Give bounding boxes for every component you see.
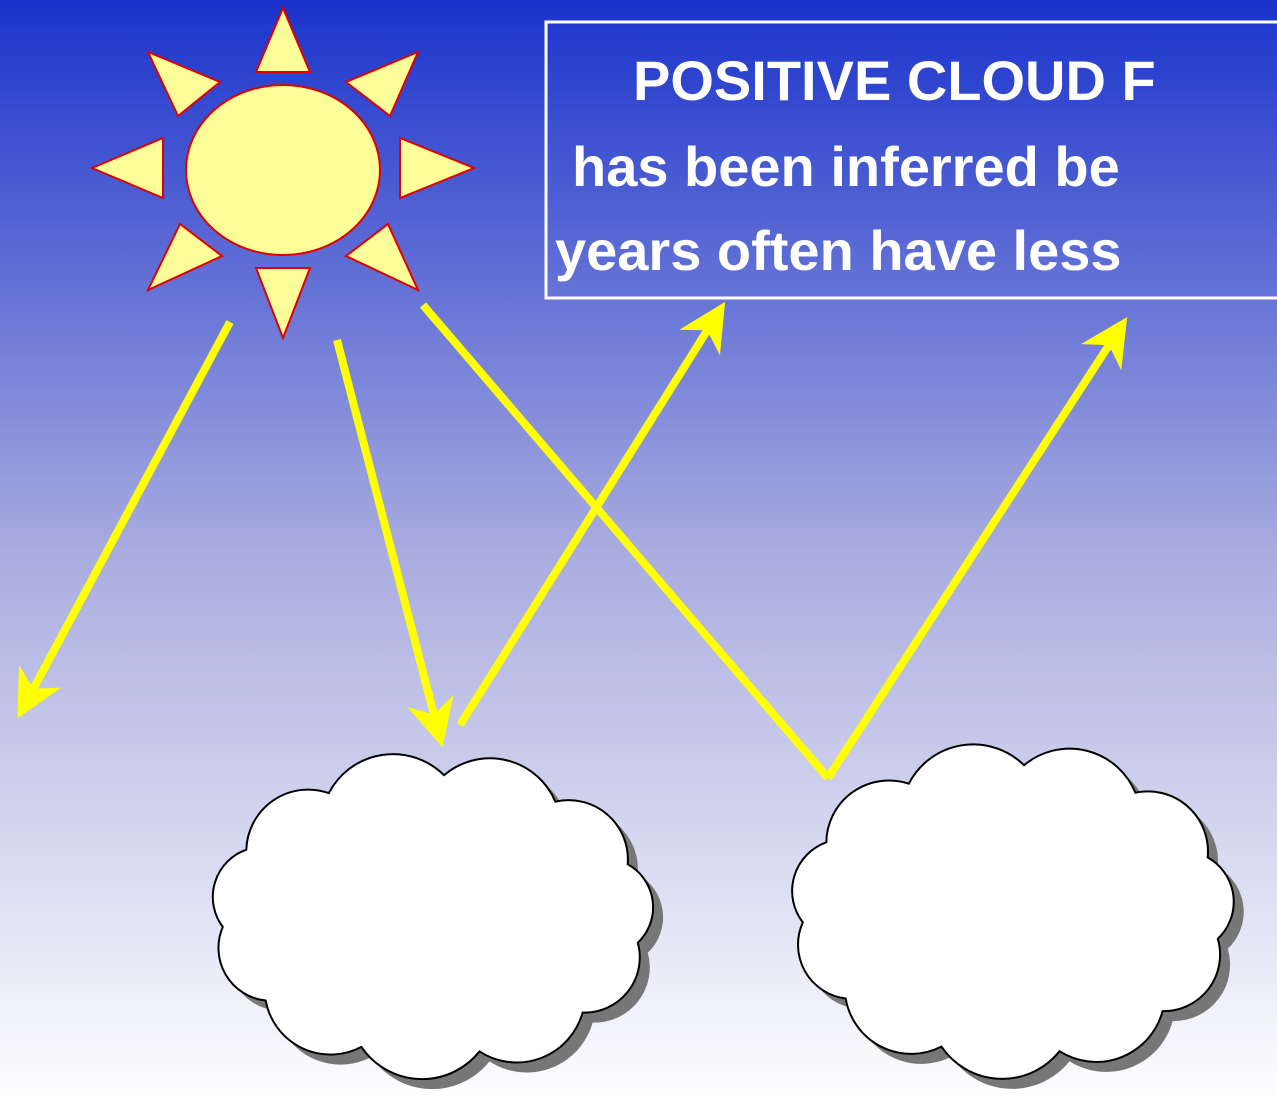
cloud	[791, 743, 1235, 1080]
ray-arrow	[333, 338, 454, 748]
callout-line: POSITIVE CLOUD F	[633, 49, 1156, 112]
ray-arrow	[824, 316, 1128, 781]
ray	[89, 136, 164, 200]
ray	[344, 50, 420, 118]
callout-line: years often have less	[555, 219, 1122, 282]
ray	[254, 5, 312, 73]
clouds	[211, 743, 1244, 1090]
ray-arrow	[456, 301, 726, 728]
ray	[399, 136, 477, 200]
ray-arrow	[17, 320, 234, 719]
ray-arrow	[419, 302, 832, 781]
sun	[89, 5, 477, 341]
rays	[17, 301, 1128, 781]
ray	[254, 267, 312, 341]
callout-border	[544, 20, 1277, 300]
ray	[145, 222, 224, 293]
ray	[145, 50, 222, 118]
callout-line: has been inferred be	[572, 135, 1120, 198]
cloud	[211, 753, 655, 1081]
callout-box: POSITIVE CLOUD F has been inferred be ye…	[544, 20, 1277, 300]
ray	[344, 222, 421, 293]
sun-disc	[185, 84, 381, 256]
